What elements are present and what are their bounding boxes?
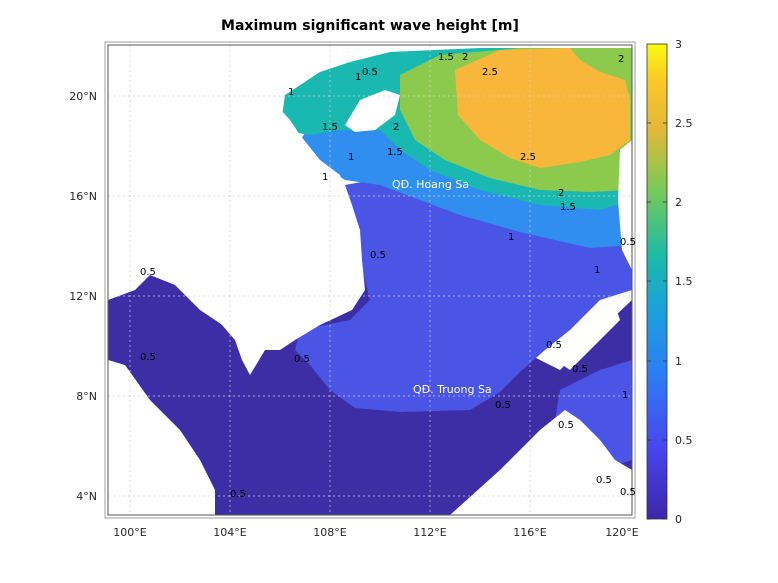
contour-label: 1 bbox=[594, 265, 600, 276]
contour-label: 1 bbox=[348, 152, 354, 163]
lon-tick-label: 120°E bbox=[605, 526, 638, 539]
contour-label: 0.5 bbox=[370, 250, 386, 261]
colorbar bbox=[646, 43, 668, 520]
contour-label: 2 bbox=[462, 52, 468, 63]
map-grid bbox=[108, 45, 632, 515]
contour-label: 1 bbox=[508, 232, 514, 243]
land-sumatra bbox=[108, 360, 215, 515]
contour-label: 1 bbox=[355, 72, 361, 83]
chart-title: Maximum significant wave height [m] bbox=[221, 18, 519, 34]
contour-label: 0.5 bbox=[495, 400, 511, 411]
contour-label: 1 bbox=[288, 87, 294, 98]
lon-tick-label: 108°E bbox=[313, 526, 346, 539]
lat-tick-label: 8°N bbox=[76, 390, 97, 403]
contour-label: 2 bbox=[393, 122, 399, 133]
lat-tick-label: 20°N bbox=[69, 90, 97, 103]
colorbar-tick-label: 0.5 bbox=[675, 434, 693, 447]
contour-label: 1 bbox=[622, 390, 628, 401]
lon-tick-label: 100°E bbox=[113, 526, 146, 539]
colorbar-tick-label: 3 bbox=[675, 38, 682, 51]
contour-label: 0.5 bbox=[294, 354, 310, 365]
lat-tick-label: 4°N bbox=[76, 490, 97, 503]
contour-label: 0.5 bbox=[620, 237, 636, 248]
land-palawan bbox=[555, 305, 620, 370]
contour-label: 1 bbox=[322, 172, 328, 183]
map-frame bbox=[107, 44, 633, 516]
lon-tick-label: 104°E bbox=[213, 526, 246, 539]
contour-label: 0.5 bbox=[230, 489, 246, 500]
lat-tick-label: 16°N bbox=[69, 190, 97, 203]
contour-label: 0.5 bbox=[620, 487, 636, 498]
contour-label: 2 bbox=[558, 188, 564, 199]
contour-label: 1.5 bbox=[387, 147, 403, 158]
band-05 bbox=[295, 175, 632, 412]
region-label-hoang-sa: QĐ. Hoang Sa bbox=[392, 178, 469, 191]
land-indochina bbox=[108, 48, 365, 375]
lon-tick-label: 116°E bbox=[513, 526, 546, 539]
contour-label: 0.5 bbox=[140, 267, 156, 278]
land-hainan bbox=[345, 90, 400, 132]
band-25 bbox=[455, 48, 630, 168]
colorbar-tick-label: 2.5 bbox=[675, 117, 693, 130]
lon-tick-label: 112°E bbox=[413, 526, 446, 539]
contour-label: 0.5 bbox=[572, 364, 588, 375]
land-borneo bbox=[450, 410, 632, 515]
contour-label: 0.5 bbox=[558, 420, 574, 431]
colorbar-tick-label: 1 bbox=[675, 355, 682, 368]
colorbar-tick-label: 1.5 bbox=[675, 275, 693, 288]
contour-label: 1.5 bbox=[560, 202, 576, 213]
contour-label: 1.5 bbox=[438, 52, 454, 63]
land-luzon bbox=[618, 140, 632, 270]
contour-label: 0.5 bbox=[546, 340, 562, 351]
region-label-truong-sa: QĐ. Truong Sa bbox=[413, 383, 492, 396]
lat-tick-label: 12°N bbox=[69, 290, 97, 303]
wave-field bbox=[108, 45, 632, 515]
contour-label: 1.5 bbox=[322, 122, 338, 133]
contour-label: 0.5 bbox=[596, 475, 612, 486]
contour-label: 0.5 bbox=[140, 352, 156, 363]
contour-label: 2.5 bbox=[520, 152, 536, 163]
colorbar-tick-label: 0 bbox=[675, 513, 682, 526]
contour-label: 2.5 bbox=[482, 67, 498, 78]
contour-label: 2 bbox=[618, 54, 624, 65]
contour-label: 0.5 bbox=[362, 67, 378, 78]
colorbar-tick-label: 2 bbox=[675, 196, 682, 209]
